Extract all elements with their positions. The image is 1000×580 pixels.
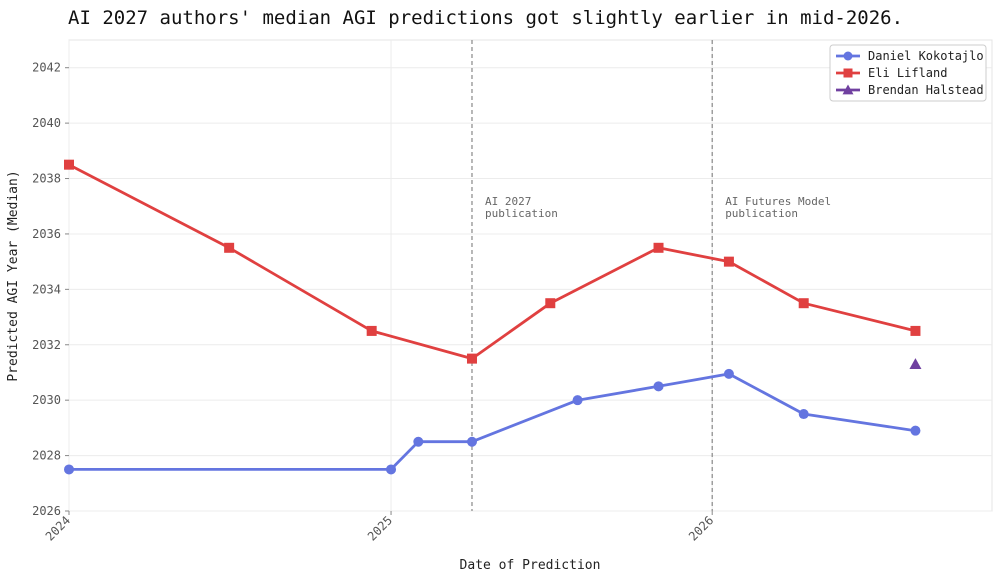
x-tick-label: 2025 bbox=[365, 513, 395, 543]
y-tick-label: 2026 bbox=[32, 504, 61, 518]
annotation-label: publication bbox=[725, 207, 798, 220]
legend-marker-daniel-kokotajlo bbox=[843, 51, 853, 61]
data-point-daniel-kokotajlo bbox=[386, 464, 397, 475]
y-tick-label: 2032 bbox=[32, 338, 61, 352]
data-point-daniel-kokotajlo bbox=[723, 368, 734, 379]
data-point-daniel-kokotajlo bbox=[64, 464, 74, 475]
series-layer bbox=[64, 159, 922, 475]
y-tick-label: 2030 bbox=[32, 393, 61, 407]
plot-area bbox=[68, 39, 993, 512]
data-point-daniel-kokotajlo bbox=[572, 395, 583, 406]
y-tick-label: 2038 bbox=[32, 172, 61, 186]
data-point-daniel-kokotajlo bbox=[413, 436, 424, 447]
legend-label-daniel-kokotajlo: Daniel Kokotajlo bbox=[868, 49, 984, 63]
data-point-eli-lifland bbox=[798, 298, 809, 309]
annotation-label: AI 2027 bbox=[485, 195, 531, 208]
data-point-daniel-kokotajlo bbox=[910, 425, 921, 436]
legend-label-eli-lifland: Eli Lifland bbox=[868, 66, 947, 80]
data-point-eli-lifland bbox=[653, 242, 664, 253]
legend-box bbox=[829, 44, 987, 102]
y-tick-label: 2036 bbox=[32, 227, 61, 241]
data-point-eli-lifland bbox=[64, 159, 74, 170]
series-brendan-halstead bbox=[909, 358, 922, 369]
annotation-label: publication bbox=[485, 207, 558, 220]
x-axis-label: Date of Prediction bbox=[460, 558, 601, 573]
data-point-eli-lifland bbox=[366, 325, 377, 336]
y-tick-label: 2042 bbox=[32, 61, 61, 75]
x-tick-label: 2026 bbox=[686, 513, 716, 543]
data-point-eli-lifland bbox=[466, 353, 477, 364]
y-tick-label: 2040 bbox=[32, 116, 61, 130]
series-daniel-kokotajlo bbox=[64, 368, 921, 475]
data-point-daniel-kokotajlo bbox=[798, 409, 809, 420]
y-tick-label: 2034 bbox=[32, 282, 61, 296]
series-eli-lifland bbox=[64, 159, 921, 364]
legend-marker-eli-lifland bbox=[843, 68, 853, 78]
y-axis-label: Predicted AGI Year (Median) bbox=[6, 170, 21, 381]
annotation-label: AI Futures Model bbox=[725, 195, 831, 208]
legend: Daniel Kokotajlo Eli Lifland Brendan Halst… bbox=[829, 44, 987, 102]
data-point-eli-lifland bbox=[224, 242, 235, 253]
legend-label-brendan-halstead: Brendan Halstead bbox=[868, 83, 984, 97]
data-point-eli-lifland bbox=[545, 298, 556, 309]
data-point-daniel-kokotajlo bbox=[466, 436, 477, 447]
legend-marker-brendan-halstead bbox=[842, 84, 854, 95]
chart-title: AI 2027 authors' median AGI predictions … bbox=[68, 7, 903, 29]
y-tick-label: 2028 bbox=[32, 449, 61, 463]
data-point-daniel-kokotajlo bbox=[653, 381, 664, 392]
data-point-brendan-halstead bbox=[909, 358, 922, 369]
data-point-eli-lifland bbox=[723, 256, 734, 267]
data-point-eli-lifland bbox=[910, 325, 921, 336]
